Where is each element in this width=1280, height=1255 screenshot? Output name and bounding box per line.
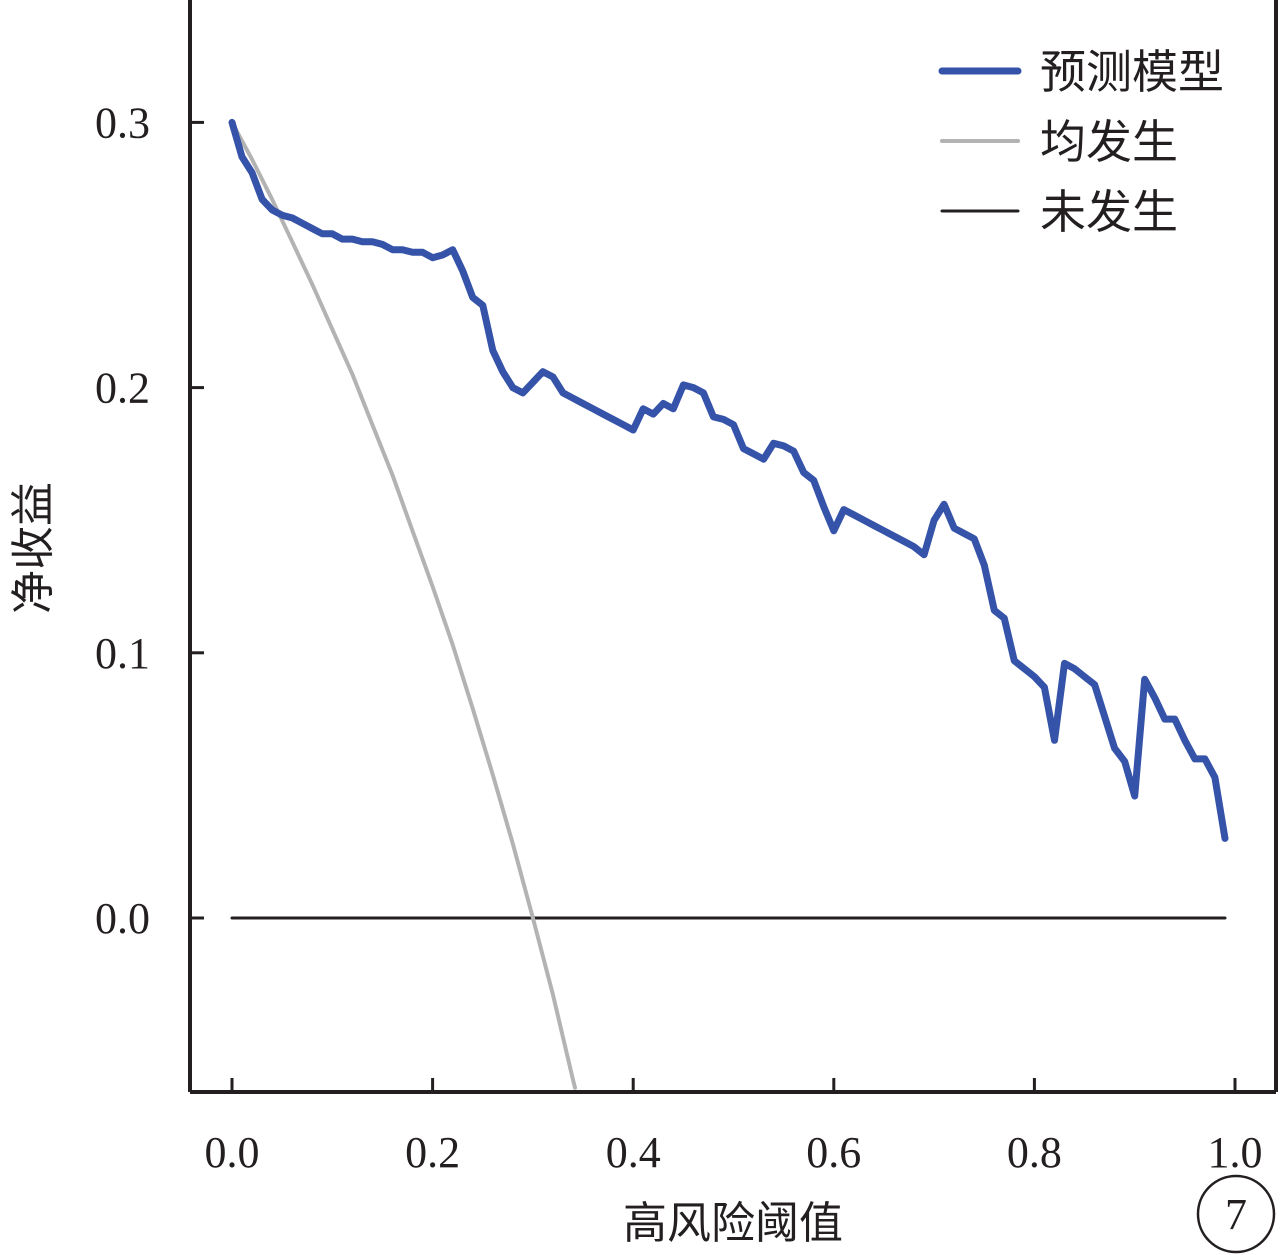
y-axis: 0.0 0.1 0.2 0.3 xyxy=(95,98,204,943)
x-tick-label: 0.2 xyxy=(405,1128,460,1177)
x-tick-label: 0.4 xyxy=(606,1128,661,1177)
series-layer xyxy=(228,118,1229,1090)
panel-badge-circle xyxy=(1196,1174,1276,1254)
legend-label-1: 预测模型 xyxy=(1040,45,1224,99)
x-axis-title: 高风险阈值 xyxy=(623,1198,843,1249)
panel-badge-label: 7 xyxy=(1225,1190,1247,1239)
y-axis-title: 净收益 xyxy=(8,482,59,614)
series-line-2 xyxy=(230,120,577,1090)
y-tick-label: 0.3 xyxy=(95,98,150,147)
legend-label-2: 均发生 xyxy=(1040,115,1178,169)
y-tick-label: 0.0 xyxy=(95,894,150,943)
panel-badge: 7 xyxy=(1196,1174,1276,1254)
y-tick-label: 0.1 xyxy=(95,629,150,678)
legend-label-3: 未发生 xyxy=(1040,185,1178,239)
x-axis: 0.0 0.2 0.4 0.6 0.8 1.0 xyxy=(205,1078,1263,1177)
x-tick-label: 0.6 xyxy=(806,1128,861,1177)
series-line-1 xyxy=(228,118,1229,842)
x-tick-label: 0.0 xyxy=(205,1128,260,1177)
y-tick-label: 0.2 xyxy=(95,364,150,413)
x-tick-label: 1.0 xyxy=(1208,1128,1263,1177)
x-tick-label: 0.8 xyxy=(1007,1128,1062,1177)
plot-frame xyxy=(188,0,1278,1094)
